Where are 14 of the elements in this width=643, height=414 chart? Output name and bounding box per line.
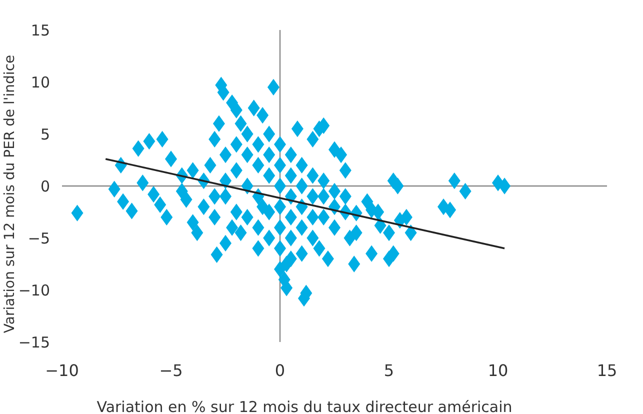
y-tick-label: 15: [30, 21, 50, 40]
x-tick-label: 5: [384, 361, 394, 380]
y-tick-label: 0: [40, 177, 50, 196]
y-tick-label: −10: [18, 281, 50, 300]
x-tick-label: 15: [596, 361, 618, 380]
x-axis-title: Variation en % sur 12 mois du taux directeur américain: [96, 398, 512, 414]
y-tick-label: −5: [28, 229, 50, 248]
y-tick-label: −15: [18, 333, 50, 352]
y-axis-title: Variation sur 12 mois du PER de l'indice: [2, 54, 18, 334]
x-tick-label: 10: [488, 361, 508, 380]
y-tick-label: 5: [40, 125, 50, 144]
y-tick-label: 10: [30, 73, 50, 92]
x-tick-label: 0: [274, 361, 286, 380]
x-tick-label: −5: [159, 361, 183, 380]
